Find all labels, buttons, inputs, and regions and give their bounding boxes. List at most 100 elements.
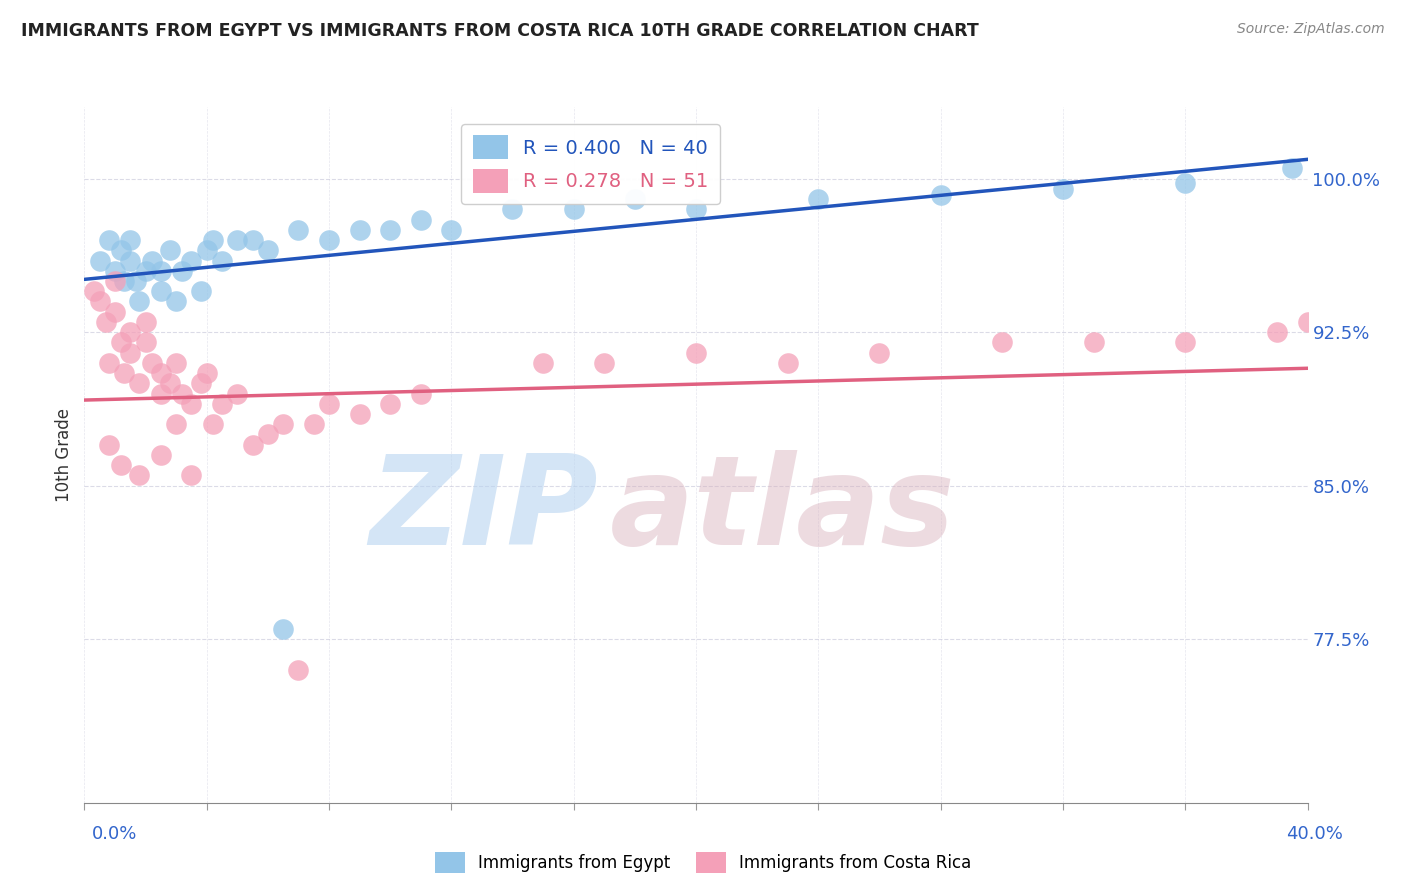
Point [149, 264, 172, 278]
Point [135, 335, 157, 350]
Point [380, 223, 402, 237]
Point [110, 335, 132, 350]
Point [128, 468, 150, 483]
Point [211, 397, 233, 411]
Point [104, 304, 127, 318]
Point [1281, 161, 1303, 176]
Point [135, 315, 157, 329]
Point [257, 244, 280, 258]
Point [242, 233, 264, 247]
Legend: R = 0.400   N = 40, R = 0.278   N = 51: R = 0.400 N = 40, R = 0.278 N = 51 [461, 124, 720, 204]
Point [190, 376, 212, 391]
Point [125, 274, 148, 288]
Point [271, 417, 294, 432]
Point [159, 244, 181, 258]
Point [97, 438, 120, 452]
Point [502, 202, 524, 217]
Point [112, 274, 135, 288]
Point [110, 244, 132, 258]
Point [112, 366, 135, 380]
Point [562, 202, 585, 217]
Point [807, 192, 830, 206]
Point [128, 294, 150, 309]
Point [201, 417, 224, 432]
Point [165, 417, 187, 432]
Point [471, 857, 494, 871]
Point [318, 397, 340, 411]
Point [685, 202, 707, 217]
Legend: Immigrants from Egypt, Immigrants from Costa Rica: Immigrants from Egypt, Immigrants from C… [429, 846, 977, 880]
Point [409, 212, 432, 227]
Point [1052, 182, 1074, 196]
Point [776, 356, 799, 370]
Point [257, 427, 280, 442]
Text: atlas: atlas [610, 450, 956, 571]
Point [159, 376, 181, 391]
Text: 0.0%: 0.0% [91, 825, 136, 843]
Point [120, 345, 142, 359]
Point [104, 274, 127, 288]
Point [180, 253, 202, 268]
Point [97, 356, 120, 370]
Point [165, 356, 187, 370]
Point [83, 284, 105, 298]
Point [380, 397, 402, 411]
Point [318, 233, 340, 247]
Point [149, 366, 172, 380]
Point [1296, 315, 1319, 329]
Text: 40.0%: 40.0% [1286, 825, 1343, 843]
Point [440, 223, 463, 237]
Point [869, 345, 891, 359]
Point [1174, 335, 1197, 350]
Text: Source: ZipAtlas.com: Source: ZipAtlas.com [1237, 22, 1385, 37]
Point [128, 376, 150, 391]
Point [624, 192, 647, 206]
Point [120, 253, 142, 268]
Point [97, 233, 120, 247]
Point [120, 233, 142, 247]
Point [120, 325, 142, 339]
Point [226, 233, 249, 247]
Point [1265, 325, 1288, 339]
Point [1083, 335, 1105, 350]
Point [190, 284, 212, 298]
Point [110, 458, 132, 472]
Point [180, 397, 202, 411]
Point [172, 386, 194, 401]
Point [685, 345, 707, 359]
Point [1174, 176, 1197, 190]
Point [929, 188, 952, 202]
Point [149, 448, 172, 462]
Point [409, 386, 432, 401]
Point [172, 264, 194, 278]
Point [141, 253, 163, 268]
Point [531, 356, 554, 370]
Point [89, 294, 111, 309]
Point [201, 233, 224, 247]
Point [211, 253, 233, 268]
Point [165, 294, 187, 309]
Point [349, 223, 371, 237]
Point [104, 264, 127, 278]
Point [287, 663, 309, 677]
Point [195, 244, 218, 258]
Point [195, 366, 218, 380]
Point [180, 468, 202, 483]
Point [302, 417, 325, 432]
Text: ZIP: ZIP [370, 450, 598, 571]
Point [89, 253, 111, 268]
Point [593, 356, 616, 370]
Point [349, 407, 371, 421]
Point [242, 438, 264, 452]
Point [149, 284, 172, 298]
Point [271, 622, 294, 636]
Point [149, 386, 172, 401]
Point [226, 386, 249, 401]
Point [135, 264, 157, 278]
Point [94, 315, 117, 329]
Point [287, 223, 309, 237]
Point [991, 335, 1014, 350]
Point [141, 356, 163, 370]
Text: IMMIGRANTS FROM EGYPT VS IMMIGRANTS FROM COSTA RICA 10TH GRADE CORRELATION CHART: IMMIGRANTS FROM EGYPT VS IMMIGRANTS FROM… [21, 22, 979, 40]
Y-axis label: 10th Grade: 10th Grade [55, 408, 73, 502]
